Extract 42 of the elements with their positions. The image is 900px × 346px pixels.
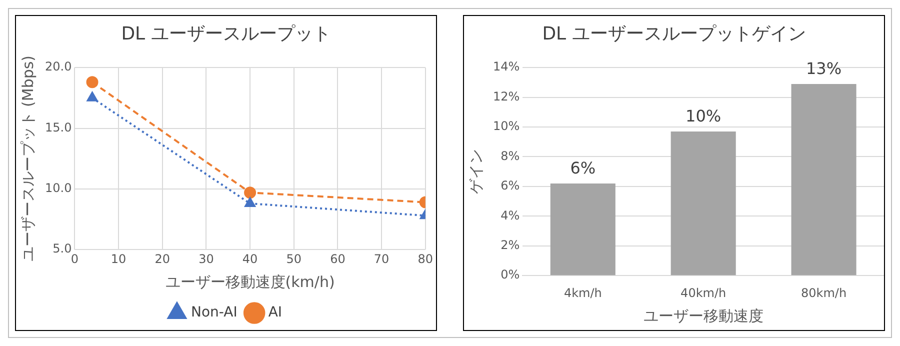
y-axis-title: ユーザースループット (Mbps) (18, 55, 37, 262)
x-tick-label: 10 (110, 252, 126, 266)
chart-title: DL ユーザースループット (121, 23, 331, 44)
y-axis-title: ゲイン (466, 149, 485, 194)
x-tick-label: 40km/h (680, 286, 726, 300)
y-tick-label: 4% (500, 208, 520, 222)
y-tick-label: 5.0 (52, 242, 72, 256)
x-tick-label: 0 (70, 252, 79, 266)
y-tick-label: 15.0 (45, 120, 72, 134)
x-tick-label: 20 (154, 252, 170, 266)
bar (791, 84, 856, 276)
y-tick-label: 12% (493, 89, 520, 104)
x-tick-label: 40 (242, 252, 258, 266)
x-tick-label: 80 (418, 252, 434, 266)
point (86, 92, 98, 102)
legend-label: AI (268, 304, 282, 321)
data-label: 10% (686, 106, 722, 126)
point (86, 76, 98, 88)
x-tick-label: 30 (198, 252, 214, 266)
y-tick-label: 20.0 (45, 60, 72, 74)
y-tick-label: 8% (500, 148, 520, 163)
x-tick-label: 50 (286, 252, 302, 266)
x-axis-title: ユーザー移動速度(km/h) (165, 272, 335, 291)
y-tick-label: 10% (493, 119, 520, 134)
chart-title: DL ユーザースループットゲイン (542, 23, 806, 44)
data-label: 6% (570, 158, 596, 178)
bar (670, 131, 736, 276)
x-tick-label: 4km/h (564, 286, 602, 300)
x-tick-label: 80km/h (800, 286, 847, 300)
y-tick-label: 6% (500, 178, 520, 193)
point (244, 186, 256, 199)
bar (550, 183, 616, 276)
point (244, 197, 256, 207)
x-tick-label: 70 (374, 252, 390, 266)
x-axis-title: ユーザー移動速度 (643, 306, 764, 325)
y-tick-label: 0% (500, 268, 520, 282)
x-tick-label: 60 (330, 252, 346, 266)
y-tick-label: 2% (500, 238, 520, 252)
y-tick-label: 14% (493, 60, 520, 74)
y-tick-label: 10.0 (45, 181, 72, 196)
legend-label: Non-AI (190, 304, 238, 321)
data-label: 13% (806, 59, 842, 78)
